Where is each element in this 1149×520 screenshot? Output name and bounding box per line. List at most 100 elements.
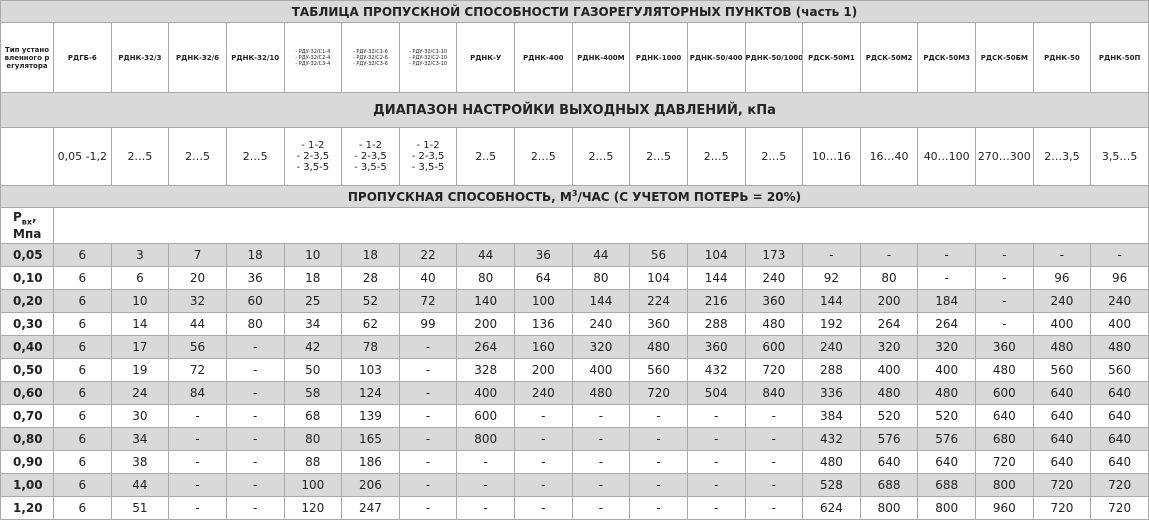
capacity-value: 480: [1090, 335, 1149, 359]
range-cell: 0,05 -1,2: [53, 127, 112, 186]
capacity-value: -: [571, 404, 631, 428]
data-row: 0,70 6 30- -68 139-600- - - - -384 520 520 640 640 64…: [0, 404, 1149, 428]
capacity-value: 480: [1032, 335, 1092, 359]
capacity-value: 58: [283, 381, 343, 405]
data-row: 0,60 6 24 84-58 124-400 240 480 720 504 840 336 480…: [0, 381, 1149, 405]
capacity-value: 400: [456, 381, 515, 405]
capacity-value: 78: [341, 335, 400, 359]
capacity-value: 25: [283, 289, 343, 313]
capacity-value: 51: [110, 496, 170, 520]
pressure-value: 0,30: [0, 312, 54, 336]
capacity-value: -: [802, 243, 861, 267]
cell-line: - 2-3,5: [411, 151, 445, 162]
capacity-value: -: [1090, 243, 1149, 267]
regulator-header: РДГБ-6: [53, 22, 112, 93]
capacity-value: 480: [629, 335, 688, 359]
capacity-value: -: [686, 473, 746, 497]
regulator-header: РДНК-50/1000: [744, 22, 804, 93]
capacity-value: 96: [1032, 266, 1092, 290]
cell-line: - 3,5-5: [411, 162, 445, 173]
capacity-value: -: [686, 450, 746, 474]
capacity-value: -: [744, 473, 804, 497]
capacity-value: 6: [53, 266, 112, 290]
capacity-value: 560: [1032, 358, 1092, 382]
range-cell: 10…16: [802, 127, 861, 186]
range-cell: 2…5: [744, 127, 804, 186]
capacity-value: -: [975, 312, 1034, 336]
capacity-value: 7: [168, 243, 227, 267]
cell-line: - 3,5-5: [296, 162, 330, 173]
range-cell: 2…5: [110, 127, 170, 186]
capacity-value: 100: [283, 473, 343, 497]
capacity-value: -: [225, 496, 285, 520]
capacity-value: 6: [53, 496, 112, 520]
capacity-value: 240: [744, 266, 804, 290]
capacity-value: 52: [341, 289, 400, 313]
cell-line: - РДУ-32/С2-6: [353, 54, 388, 61]
subscript: вх: [21, 217, 33, 227]
capacity-value: -: [917, 266, 976, 290]
capacity-value: -: [225, 381, 285, 405]
cell-line: - 2-3,5: [354, 151, 387, 162]
section-text: ПРОПУСКНАЯ СПОСОБНОСТЬ, М: [347, 190, 572, 204]
capacity-value: -: [917, 243, 976, 267]
capacity-value: 36: [225, 266, 285, 290]
capacity-value: 576: [917, 427, 976, 451]
capacity-value: -: [686, 427, 746, 451]
capacity-value: -: [629, 473, 688, 497]
header-row: Тип установленного регулятора РДГБ-6 РДНК-…: [0, 22, 1149, 93]
capacity-value: -: [225, 358, 285, 382]
capacity-value: 480: [571, 381, 631, 405]
capacity-value: 720: [744, 358, 804, 382]
capacity-value: -: [225, 473, 285, 497]
capacity-value: -: [398, 450, 458, 474]
capacity-value: -: [514, 450, 573, 474]
capacity-value: -: [398, 427, 458, 451]
capacity-value: 136: [514, 312, 573, 336]
capacity-value: 6: [53, 289, 112, 313]
capacity-value: -: [571, 473, 631, 497]
pressure-value: 0,10: [0, 266, 54, 290]
capacity-value: 18: [341, 243, 400, 267]
capacity-value: 44: [571, 243, 631, 267]
capacity-value: 144: [802, 289, 861, 313]
capacity-value: -: [744, 496, 804, 520]
cell-line: - 3,5-5: [354, 162, 387, 173]
range-cell: 2…5: [571, 127, 631, 186]
capacity-value: 80: [225, 312, 285, 336]
capacity-value: 34: [283, 312, 343, 336]
capacity-value: 576: [859, 427, 919, 451]
regulator-header: РДСК-50М2: [859, 22, 919, 93]
capacity-value: 720: [1032, 496, 1092, 520]
range-row: 0,05 -1,2 2…5 2…5 2…5- 1-2- 2-3,5- 3,5-5- 1…: [0, 127, 1149, 186]
regulator-header: РДНК-32/6: [168, 22, 227, 93]
capacity-value: -: [225, 450, 285, 474]
capacity-value: 640: [1090, 450, 1149, 474]
capacity-value: 264: [456, 335, 515, 359]
cell-line: - 1-2: [416, 140, 440, 151]
capacity-value: 17: [110, 335, 170, 359]
capacity-value: 240: [802, 335, 861, 359]
corner-header: Тип установленного регулятора: [0, 22, 54, 93]
capacity-value: 504: [686, 381, 746, 405]
capacity-value: -: [514, 404, 573, 428]
range-cell: 270…300: [975, 127, 1034, 186]
capacity-value: 360: [975, 335, 1034, 359]
capacity-value: 640: [1090, 404, 1149, 428]
range-cell: 2..5: [456, 127, 515, 186]
capacity-value: 640: [1032, 404, 1092, 428]
regulator-header: РДНК-400М: [571, 22, 631, 93]
range-cell: 40…100: [917, 127, 976, 186]
capacity-value: -: [744, 427, 804, 451]
capacity-value: 144: [686, 266, 746, 290]
regulator-header: - РДУ-32/С1-10- РДУ-32/С2-10- РДУ-32/С3-…: [398, 22, 458, 93]
capacity-value: 92: [802, 266, 861, 290]
capacity-value: 720: [1090, 496, 1149, 520]
capacity-value: 144: [571, 289, 631, 313]
regulator-header: - РДУ-32/С1-6- РДУ-32/С2-6- РДУ-32/С3-6: [341, 22, 400, 93]
capacity-value: 6: [53, 427, 112, 451]
data-body: 0,05 6 3 7 18 10 18 22 44 36 44 56 104 173- - - - - -0,10 6…: [0, 243, 1149, 520]
section-text: /ЧАС (С УЧЕТОМ ПОТЕРЬ = 20%): [577, 190, 802, 204]
